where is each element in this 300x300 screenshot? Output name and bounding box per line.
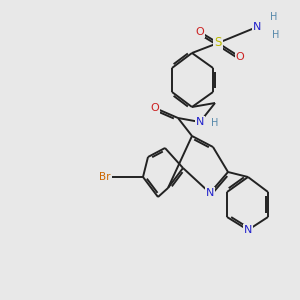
Text: S: S	[214, 37, 222, 50]
Text: N: N	[253, 22, 261, 32]
Text: Br: Br	[99, 172, 111, 182]
Text: O: O	[236, 52, 244, 62]
Text: H: H	[272, 30, 280, 40]
Text: O: O	[151, 103, 159, 113]
Text: H: H	[270, 12, 278, 22]
Text: N: N	[206, 188, 214, 198]
Text: N: N	[196, 117, 204, 127]
Text: N: N	[244, 225, 252, 235]
Text: H: H	[211, 118, 218, 128]
Text: O: O	[196, 27, 204, 37]
